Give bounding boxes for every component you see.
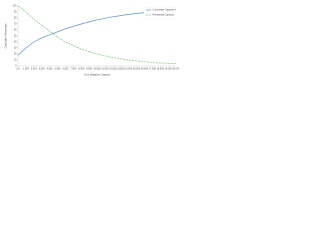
y-tick-label: 100 bbox=[13, 5, 18, 8]
x-tick-label: 1,000 bbox=[23, 68, 30, 71]
x-tick-label: 10,000 bbox=[93, 68, 101, 71]
x-tick-label: 12,000 bbox=[109, 68, 117, 71]
series-line bbox=[17, 5, 177, 64]
legend-label: Remaining Capacity bbox=[153, 14, 175, 17]
x-tick-label: 11,000 bbox=[101, 68, 109, 71]
y-tick-label: 30 bbox=[14, 47, 17, 50]
legend-box bbox=[143, 6, 176, 20]
x-tick-label: 20,000 bbox=[172, 68, 179, 71]
x-tick-label: 3,000 bbox=[39, 68, 46, 71]
x-tick-label: 5,000 bbox=[55, 68, 62, 71]
series-line bbox=[17, 9, 177, 56]
x-tick-label: 19,000 bbox=[164, 68, 172, 71]
y-axis-title: Cumulative Percentage bbox=[5, 23, 8, 49]
x-tick-label: 0.0 bbox=[16, 68, 20, 71]
x-tick-label: 2,000 bbox=[31, 68, 38, 71]
y-tick-label: 40 bbox=[14, 41, 17, 44]
x-tick-label: 7,000 bbox=[70, 68, 77, 71]
x-tick-label: 13,000 bbox=[117, 68, 125, 71]
y-tick-label: 60 bbox=[14, 29, 17, 32]
y-tick-label: 50 bbox=[14, 35, 17, 38]
y-tick-label: 90 bbox=[14, 11, 17, 14]
x-tick-label: 15,000 bbox=[133, 68, 141, 71]
y-tick-label: 0 bbox=[15, 65, 17, 68]
x-tick-label: 16,000 bbox=[141, 68, 149, 71]
x-tick-label: 8,000 bbox=[78, 68, 85, 71]
y-tick-label: 70 bbox=[14, 23, 17, 26]
chart: Cum Mitigation Capacity Cumulative Perce… bbox=[5, 5, 179, 77]
x-tick-label: 4,000 bbox=[47, 68, 54, 71]
legend-label: Cumulative Capacity bbox=[153, 9, 176, 12]
x-tick-label: 14,000 bbox=[125, 68, 133, 71]
x-tick-label: 6,000 bbox=[62, 68, 69, 71]
y-tick-label: 20 bbox=[14, 53, 17, 56]
x-axis-title: Cum Mitigation Capacity bbox=[84, 74, 111, 77]
y-tick-label: 10 bbox=[14, 59, 17, 62]
y-tick-label: 80 bbox=[14, 17, 17, 20]
x-tick-label: 9,000 bbox=[86, 68, 93, 71]
x-tick-label: 17,000 bbox=[149, 68, 157, 71]
x-tick-label: 18,000 bbox=[157, 68, 165, 71]
